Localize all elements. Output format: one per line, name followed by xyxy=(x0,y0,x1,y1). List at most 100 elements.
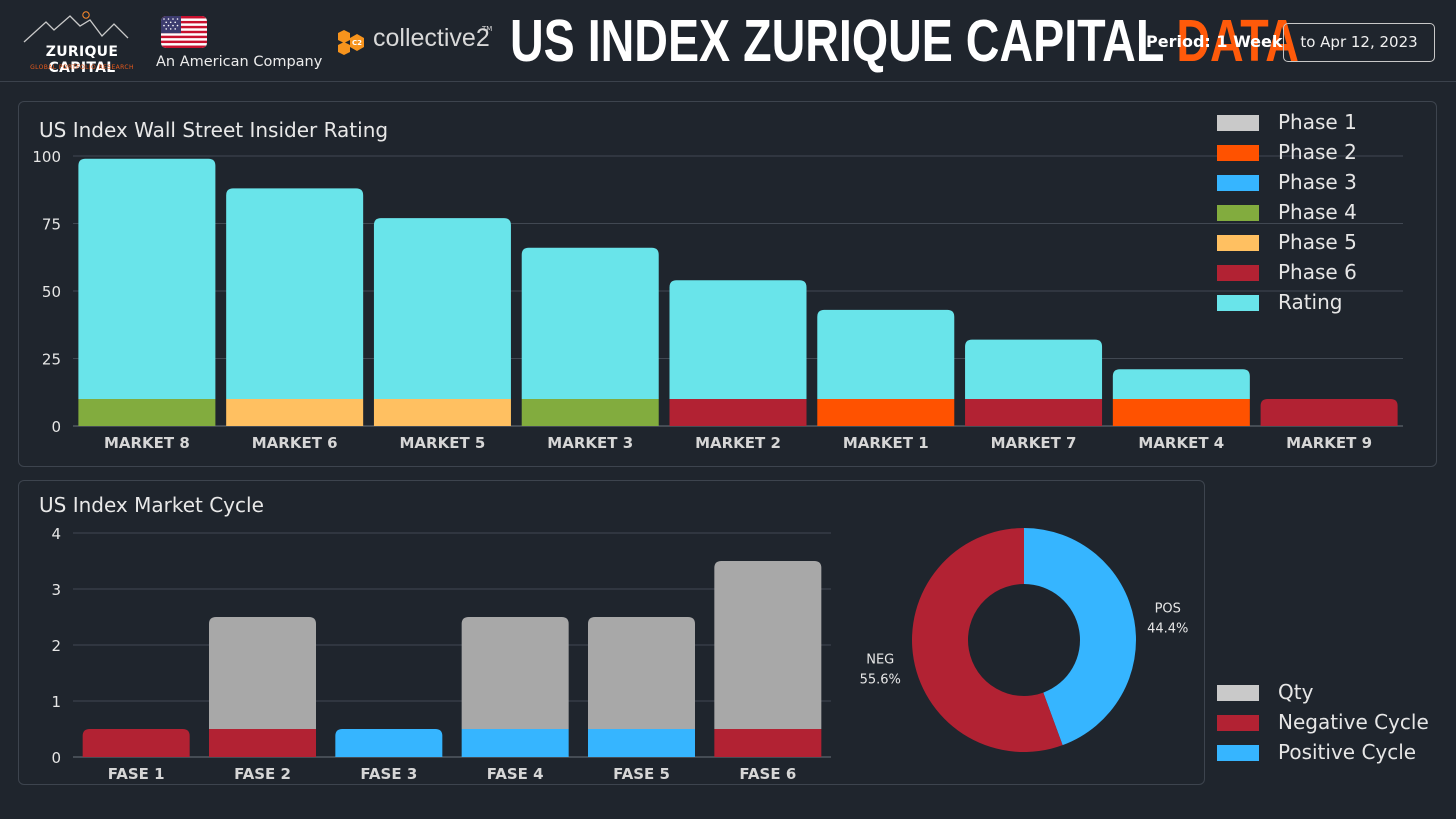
x-tick-label: MARKET 6 xyxy=(252,434,338,452)
legend-swatch xyxy=(1217,715,1259,731)
x-tick-label: MARKET 5 xyxy=(400,434,486,452)
y-tick-label: 100 xyxy=(32,148,61,166)
bar-fase-6-qty xyxy=(714,561,822,729)
header-bar: ZURIQUE CAPITAL GLOBAL PORTFOLIO RESEARC… xyxy=(0,0,1456,82)
partner-trademark: TM xyxy=(482,25,493,33)
x-tick-label: FASE 5 xyxy=(613,765,670,783)
x-tick-label: MARKET 4 xyxy=(1138,434,1224,452)
partner-name: collective2 xyxy=(373,24,490,52)
legend-swatch xyxy=(1217,685,1259,701)
x-tick-label: MARKET 3 xyxy=(547,434,633,452)
rating-chart-title: US Index Wall Street Insider Rating xyxy=(39,118,389,142)
bar-fase-4-qty xyxy=(461,617,569,729)
collective2-hexagon-icon: C2 xyxy=(336,28,368,56)
bar-fase-2-negative-cycle xyxy=(209,729,316,757)
legend-swatch xyxy=(1217,745,1259,761)
bar-market-4-rating xyxy=(1112,369,1250,399)
x-tick-label: MARKET 1 xyxy=(843,434,929,452)
page-title-accent: DATA xyxy=(1176,8,1299,74)
x-tick-label: FASE 2 xyxy=(234,765,291,783)
legend-label: Phase 3 xyxy=(1278,170,1357,194)
logo-subtitle: GLOBAL PORTFOLIO RESEARCH xyxy=(30,64,134,71)
y-tick-label: 4 xyxy=(51,525,61,543)
y-tick-label: 75 xyxy=(42,216,61,234)
donut-percent-pos: 44.4% xyxy=(1147,621,1188,636)
donut-label-neg: NEG xyxy=(866,653,894,668)
x-tick-label: FASE 6 xyxy=(739,765,796,783)
bar-fase-5-qty xyxy=(588,617,695,729)
legend-swatch xyxy=(1217,205,1259,221)
bar-market-2-rating xyxy=(669,280,807,399)
bar-market-5-rating xyxy=(373,218,511,399)
rating-chart-legend: Phase 1 Phase 2 Phase 3 Phase 4 Phase 5 Phase… xyxy=(1217,108,1417,320)
logo-name: ZURIQUE CAPITAL xyxy=(45,44,119,76)
market-cycle-legend: Qty Negative Cycle Positive Cycle xyxy=(1217,678,1447,770)
x-tick-label: MARKET 9 xyxy=(1286,434,1372,452)
bar-market-1-phase-2 xyxy=(817,399,955,426)
legend-label: Phase 5 xyxy=(1278,230,1357,254)
bar-market-9-phase-6 xyxy=(1260,399,1398,426)
x-tick-label: MARKET 2 xyxy=(695,434,781,452)
x-tick-label: MARKET 7 xyxy=(991,434,1077,452)
x-tick-label: FASE 3 xyxy=(360,765,417,783)
bar-market-8-rating xyxy=(78,158,216,399)
bar-market-6-rating xyxy=(226,188,364,399)
y-tick-label: 50 xyxy=(42,283,61,301)
page-title: US INDEX ZURIQUE CAPITAL DATA xyxy=(510,6,1299,76)
y-tick-label: 3 xyxy=(51,581,61,599)
legend-label: Phase 4 xyxy=(1278,200,1357,224)
legend-swatch xyxy=(1217,175,1259,191)
date-range-button[interactable]: to Apr 12, 2023 xyxy=(1283,23,1435,62)
bar-market-8-phase-4 xyxy=(78,399,216,426)
legend-swatch xyxy=(1217,235,1259,251)
bar-market-7-rating xyxy=(965,339,1103,399)
mountain-logo-icon xyxy=(23,11,129,43)
legend-label: Rating xyxy=(1278,290,1343,314)
bar-market-6-phase-5 xyxy=(226,399,364,426)
legend-label: Phase 2 xyxy=(1278,140,1357,164)
bar-fase-2-qty xyxy=(209,617,316,729)
legend-swatch xyxy=(1217,115,1259,131)
bar-market-4-phase-2 xyxy=(1112,399,1250,426)
legend-label: Qty xyxy=(1278,680,1314,704)
donut-label-pos: POS xyxy=(1155,601,1181,616)
y-tick-label: 25 xyxy=(42,351,61,369)
y-tick-label: 0 xyxy=(51,749,61,767)
bar-fase-5-positive-cycle xyxy=(588,729,695,757)
bar-market-2-phase-6 xyxy=(669,399,807,426)
bar-market-5-phase-5 xyxy=(373,399,511,426)
company-tagline: An American Company xyxy=(156,54,323,70)
legend-label: Phase 1 xyxy=(1278,110,1357,134)
bar-market-3-rating xyxy=(521,247,659,399)
x-tick-label: MARKET 8 xyxy=(104,434,190,452)
bar-market-3-phase-4 xyxy=(521,399,659,426)
period-label: Period: 1 Week xyxy=(1146,32,1283,51)
page-title-main: US INDEX ZURIQUE CAPITAL xyxy=(510,8,1177,74)
bar-fase-3-positive-cycle xyxy=(335,729,443,757)
us-flag-icon xyxy=(161,16,207,48)
x-tick-label: FASE 4 xyxy=(487,765,544,783)
legend-label: Phase 6 xyxy=(1278,260,1357,284)
bar-fase-6-negative-cycle xyxy=(714,729,822,757)
y-tick-label: 0 xyxy=(51,418,61,436)
svg-text:C2: C2 xyxy=(352,39,362,47)
x-tick-label: FASE 1 xyxy=(108,765,165,783)
legend-swatch xyxy=(1217,265,1259,281)
donut-slice-pos xyxy=(1024,528,1137,746)
market-cycle-title: US Index Market Cycle xyxy=(39,493,264,517)
zurique-logo: ZURIQUE CAPITAL GLOBAL PORTFOLIO RESEARC… xyxy=(18,10,146,76)
bar-fase-4-positive-cycle xyxy=(461,729,569,757)
legend-swatch xyxy=(1217,145,1259,161)
donut-slice-neg xyxy=(912,528,1063,752)
y-tick-label: 1 xyxy=(51,693,61,711)
legend-label: Positive Cycle xyxy=(1278,740,1417,764)
rating-bar-chart: 0 25 50 75 100 MARKET 8 MARKET 6 MARKET 5 MARKET… xyxy=(32,148,1403,452)
donut-percent-neg: 55.6% xyxy=(860,673,901,688)
bar-market-7-phase-6 xyxy=(965,399,1103,426)
bar-fase-1-negative-cycle xyxy=(82,729,190,757)
y-tick-label: 2 xyxy=(51,637,61,655)
legend-label: Negative Cycle xyxy=(1278,710,1429,734)
market-cycle-charts: 0 1 2 3 4 FASE 1 FASE 2 FASE 3 FASE 4 FASE 5 FASE … xyxy=(51,525,1188,783)
legend-swatch xyxy=(1217,295,1259,311)
bar-market-1-rating xyxy=(817,309,955,399)
